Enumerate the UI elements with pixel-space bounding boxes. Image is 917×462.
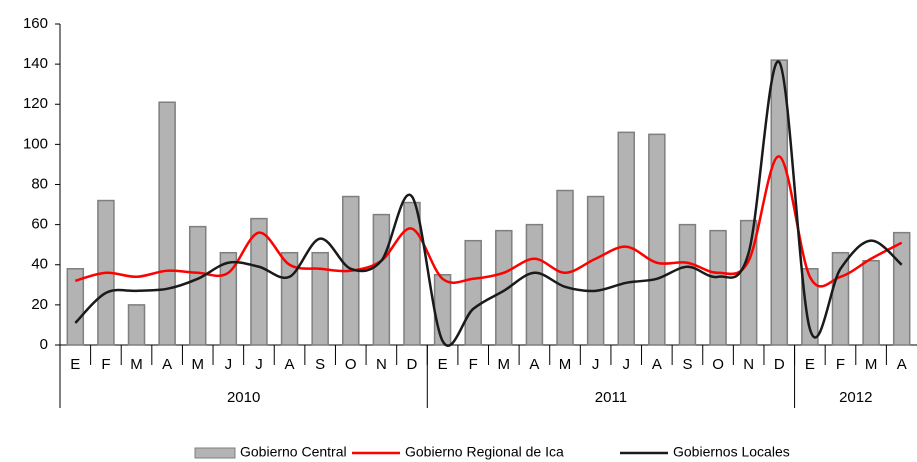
x-tick-label: A: [162, 356, 172, 373]
bar: [586, 195, 605, 346]
x-tick-label: O: [345, 356, 357, 373]
legend-swatch: [194, 447, 236, 459]
y-tick-label: 160: [23, 15, 48, 32]
x-tick-label: F: [469, 356, 478, 373]
x-tick-label: M: [559, 356, 572, 373]
x-tick-label: A: [652, 356, 662, 373]
bar: [250, 217, 268, 346]
legend-label: Gobiernos Locales: [673, 444, 790, 460]
bar: [525, 223, 544, 346]
bar: [617, 131, 635, 346]
x-tick-label: M: [130, 356, 143, 373]
group-label: 2011: [595, 389, 627, 406]
bar: [127, 304, 146, 346]
x-tick-label: F: [101, 356, 110, 373]
line: [74, 60, 903, 347]
x-tick-label: E: [70, 356, 80, 373]
bar: [158, 101, 176, 346]
y-tick-label: 60: [31, 216, 48, 233]
y-tick-label: 120: [23, 95, 48, 112]
x-tick-label: D: [407, 356, 418, 373]
bar: [464, 239, 482, 346]
group-label: 2012: [839, 389, 872, 406]
group-label: 2010: [227, 389, 260, 406]
y-tick-label: 100: [23, 135, 48, 152]
x-tick-label: J: [255, 356, 263, 373]
bar: [188, 225, 207, 346]
bar: [709, 229, 727, 346]
x-tick-label: S: [315, 356, 325, 373]
bar: [892, 231, 911, 346]
y-tick-label: 0: [40, 336, 48, 353]
x-tick-label: D: [774, 356, 785, 373]
legend-label: Gobierno Central: [240, 444, 347, 460]
x-tick-label: F: [836, 356, 845, 373]
bar: [556, 189, 574, 346]
x-tick-label: S: [682, 356, 692, 373]
x-tick-label: A: [529, 356, 539, 373]
bar: [831, 251, 850, 346]
x-tick-label: N: [743, 356, 754, 373]
y-tick-label: 140: [23, 55, 48, 72]
x-tick-label: O: [712, 356, 724, 373]
line: [74, 155, 903, 288]
bar: [495, 229, 513, 346]
bar: [862, 259, 880, 346]
x-tick-label: M: [498, 356, 511, 373]
x-tick-label: E: [438, 356, 448, 373]
x-tick-label: J: [225, 356, 233, 373]
x-tick-label: M: [865, 356, 878, 373]
x-tick-label: A: [285, 356, 295, 373]
bar: [433, 274, 452, 346]
x-tick-label: M: [191, 356, 204, 373]
y-tick-label: 20: [31, 296, 48, 313]
bar: [770, 59, 789, 346]
y-tick-label: 80: [31, 175, 48, 192]
legend-label: Gobierno Regional de Ica: [405, 444, 564, 460]
bar: [801, 268, 819, 346]
bar: [678, 223, 697, 346]
bar: [403, 201, 421, 346]
bar: [280, 251, 299, 346]
x-tick-label: J: [622, 356, 630, 373]
x-tick-label: N: [376, 356, 387, 373]
bar: [311, 251, 329, 346]
bar: [648, 133, 666, 346]
x-tick-label: A: [897, 356, 907, 373]
y-tick-label: 40: [31, 256, 48, 273]
x-tick-label: J: [592, 356, 600, 373]
x-tick-label: E: [805, 356, 815, 373]
bar: [66, 268, 85, 346]
bar: [372, 213, 391, 346]
